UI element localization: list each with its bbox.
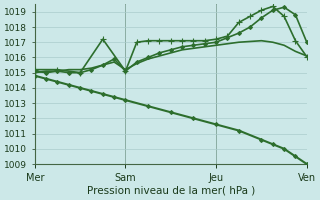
X-axis label: Pression niveau de la mer( hPa ): Pression niveau de la mer( hPa ) [87,186,255,196]
